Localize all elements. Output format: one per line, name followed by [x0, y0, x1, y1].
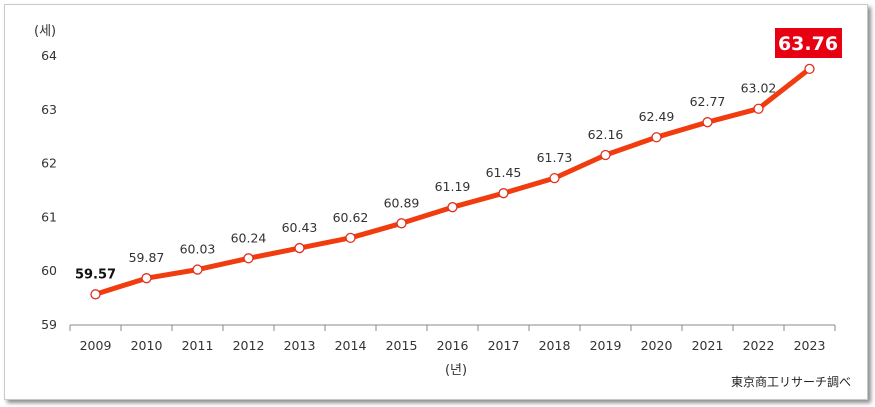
x-tick-label: 2010: [131, 338, 163, 353]
data-label: 61.19: [435, 179, 471, 194]
data-label: 60.89: [384, 195, 420, 210]
data-point: [600, 149, 611, 161]
y-axis-unit-label: (세): [34, 24, 56, 39]
data-point: [447, 202, 458, 213]
data-point: [651, 132, 662, 143]
data-label: 62.49: [639, 109, 675, 124]
x-tick-label: 2009: [80, 338, 112, 353]
data-label: 63.02: [741, 81, 777, 96]
x-tick-label: 2015: [386, 338, 418, 353]
data-point: [396, 218, 407, 229]
source-note: 東京商工リサーチ調べ: [731, 374, 851, 389]
y-tick-label: 62: [41, 156, 57, 171]
data-point: [192, 264, 203, 275]
x-tick-label: 2011: [182, 338, 214, 353]
x-tick-label: 2017: [488, 338, 520, 353]
data-label: 62.77: [690, 94, 726, 109]
y-tick-label: 60: [41, 263, 57, 278]
data-point: [702, 117, 713, 128]
y-axis-ticks: 59 60 61 62 63 64: [41, 48, 57, 332]
data-point: [753, 103, 764, 114]
data-point: [804, 63, 815, 75]
data-point: [90, 289, 101, 300]
x-tick-label: 2022: [743, 338, 775, 353]
x-axis-unit-label: (년): [445, 363, 467, 378]
x-tick-label: 2014: [335, 338, 367, 353]
data-point: [141, 273, 152, 284]
data-point: [243, 253, 254, 264]
x-tick-label: 2023: [794, 338, 826, 353]
data-markers: [90, 63, 815, 300]
y-tick-label: 59: [41, 317, 57, 332]
data-point: [294, 242, 305, 254]
highlight-value-box: 63.76: [775, 28, 842, 58]
data-label: 61.73: [537, 150, 573, 165]
x-axis: 2009 2010 2011 2012 2013 2014 2015 2016 2017 2018…: [69, 324, 836, 353]
x-tick-label: 2021: [692, 338, 724, 353]
data-label: 60.03: [180, 242, 216, 257]
y-tick-label: 64: [41, 48, 57, 63]
data-label: 60.62: [333, 210, 369, 225]
data-label: 60.43: [282, 220, 318, 235]
data-point: [549, 172, 560, 184]
data-label: 60.24: [231, 230, 267, 245]
x-tick-label: 2013: [284, 338, 316, 353]
x-tick-label: 2018: [539, 338, 571, 353]
data-labels: 59.57 59.87 60.03 60.24 60.43 60.62 60.89 61.19…: [75, 81, 776, 283]
data-label: 62.16: [588, 127, 624, 142]
y-tick-label: 63: [41, 102, 57, 117]
x-tick-label: 2012: [233, 338, 265, 353]
x-tick-label: 2020: [641, 338, 673, 353]
highlight-background: [775, 28, 842, 58]
data-point: [498, 188, 509, 199]
data-label: 61.45: [486, 165, 522, 180]
x-tick-label: 2019: [590, 338, 622, 353]
data-label: 59.57: [75, 267, 116, 282]
chart-frame: [4, 4, 868, 400]
data-label: 59.87: [129, 250, 165, 265]
x-tick-label: 2016: [437, 338, 469, 353]
y-tick-label: 61: [41, 209, 57, 224]
highlight-value-label: 63.76: [778, 33, 838, 55]
data-point: [345, 232, 356, 243]
